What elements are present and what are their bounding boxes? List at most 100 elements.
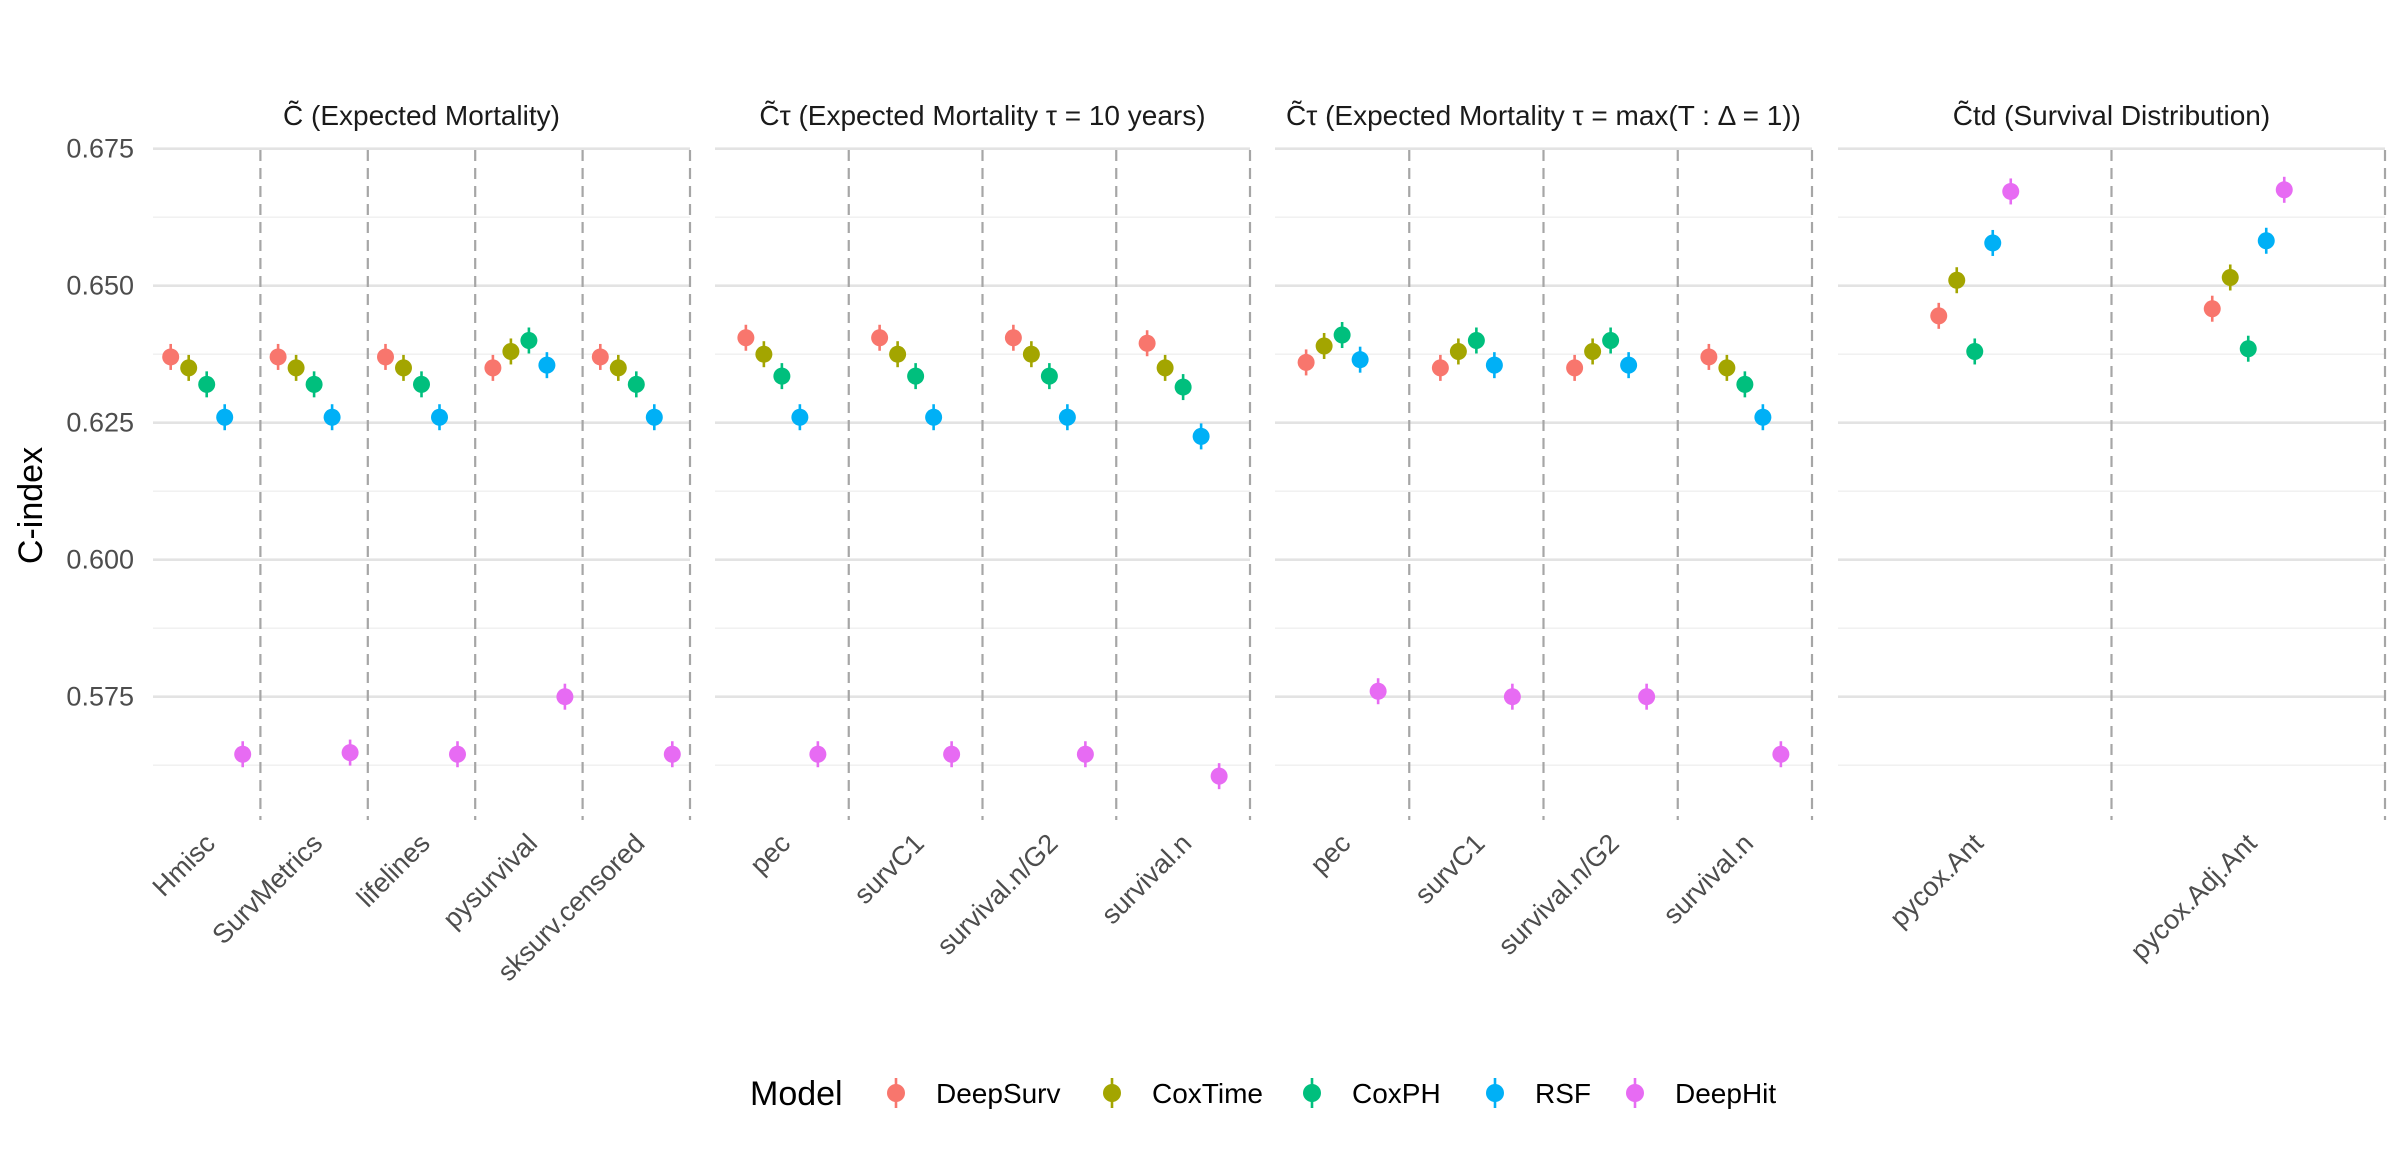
data-point [1754, 408, 1772, 426]
data-point [1076, 745, 1094, 763]
panel-title: C̃τ (Expected Mortality τ = 10 years) [759, 100, 1205, 131]
data-point [1192, 427, 1210, 445]
data-point [1174, 378, 1192, 396]
data-point [773, 367, 791, 385]
data-point [198, 375, 216, 393]
data-point [484, 359, 502, 377]
data-point [627, 375, 645, 393]
legend-entry: CoxPH [1303, 1078, 1441, 1109]
data-point [323, 408, 341, 426]
legend-key-point [1486, 1084, 1504, 1102]
data-point [1984, 234, 2002, 252]
y-tick-label: 0.600 [66, 545, 134, 575]
y-tick-label: 0.675 [66, 134, 134, 164]
data-point [1700, 348, 1718, 366]
legend-entry: DeepSurv [887, 1078, 1061, 1109]
legend-entry: DeepHit [1626, 1078, 1776, 1109]
data-point [645, 408, 663, 426]
data-point [1602, 332, 1620, 349]
data-point [2203, 300, 2221, 318]
data-point [180, 359, 198, 377]
legend-label: CoxTime [1152, 1078, 1263, 1109]
y-tick-label: 0.625 [66, 408, 134, 438]
data-point [502, 342, 520, 360]
data-point [341, 744, 359, 762]
data-point [1138, 334, 1156, 352]
data-point [162, 348, 180, 366]
legend-key-point [887, 1084, 905, 1102]
data-point [520, 332, 538, 349]
data-point [1351, 351, 1369, 369]
data-point [2257, 232, 2275, 250]
x-tick-label: pysurvival [437, 828, 543, 934]
data-point [1566, 359, 1584, 377]
data-point [737, 329, 755, 347]
legend-title: Model [750, 1075, 843, 1113]
data-point [609, 359, 627, 377]
data-point [1369, 682, 1387, 700]
data-point [943, 745, 961, 763]
data-point [269, 348, 287, 366]
data-point [925, 408, 943, 426]
data-point [1210, 767, 1228, 785]
data-point [413, 375, 430, 393]
data-point [216, 408, 234, 426]
data-point [1040, 367, 1058, 385]
x-tick-label: survC1 [1409, 828, 1491, 910]
data-point [809, 745, 827, 763]
data-point [1431, 359, 1449, 377]
data-point [305, 375, 323, 393]
data-point [431, 408, 448, 426]
data-point [1966, 342, 1984, 360]
x-tick-label: pycox.Ant [1884, 828, 1989, 933]
data-point [287, 359, 305, 377]
data-point [1584, 342, 1602, 360]
data-point [234, 745, 252, 763]
y-tick-label: 0.650 [66, 271, 134, 301]
legend-key-point [1626, 1084, 1644, 1102]
x-tick-label: survival.n/G2 [931, 828, 1064, 961]
legend-key-point [1303, 1084, 1321, 1102]
panel-title: C̃td (Survival Distribution) [1953, 100, 2270, 131]
y-axis-title: C-index [12, 447, 50, 564]
data-point [907, 367, 925, 385]
data-point [2275, 181, 2293, 199]
x-tick-label: pec [744, 828, 796, 880]
x-tick-label: SurvMetrics [206, 828, 328, 950]
panel-title: C̃τ (Expected Mortality τ = max(T : Δ = … [1286, 100, 1801, 131]
legend-label: DeepHit [1675, 1078, 1776, 1109]
x-tick-label: survival.n [1657, 828, 1759, 930]
data-point [1156, 359, 1174, 377]
data-point [1485, 356, 1503, 374]
x-tick-label: pec [1304, 828, 1356, 880]
data-point [1058, 408, 1076, 426]
data-point [1467, 332, 1485, 349]
data-point [538, 356, 556, 374]
legend-label: CoxPH [1352, 1078, 1441, 1109]
x-tick-label: survival.n/G2 [1492, 828, 1625, 961]
data-point [1022, 345, 1040, 363]
data-point [755, 345, 773, 363]
x-tick-label: survival.n [1096, 828, 1198, 930]
data-point [395, 359, 412, 377]
data-point [449, 745, 466, 763]
data-point [889, 345, 907, 363]
data-point [2002, 182, 2020, 200]
data-point [1638, 688, 1656, 706]
data-point [1333, 326, 1351, 344]
data-point [1004, 329, 1022, 347]
legend-entry: RSF [1486, 1078, 1591, 1109]
data-point [2221, 268, 2239, 286]
legend-entry: CoxTime [1103, 1078, 1263, 1109]
x-tick-label: survC1 [848, 828, 930, 910]
legend-key-point [1103, 1084, 1121, 1102]
x-tick-label: pycox.Adj.Ant [2125, 828, 2263, 966]
data-point [1930, 307, 1948, 325]
legend-label: DeepSurv [936, 1078, 1061, 1109]
data-point [1718, 359, 1736, 377]
legend-label: RSF [1535, 1078, 1591, 1109]
data-point [377, 348, 394, 366]
data-point [591, 348, 609, 366]
x-tick-label: Hmisc [147, 828, 221, 902]
